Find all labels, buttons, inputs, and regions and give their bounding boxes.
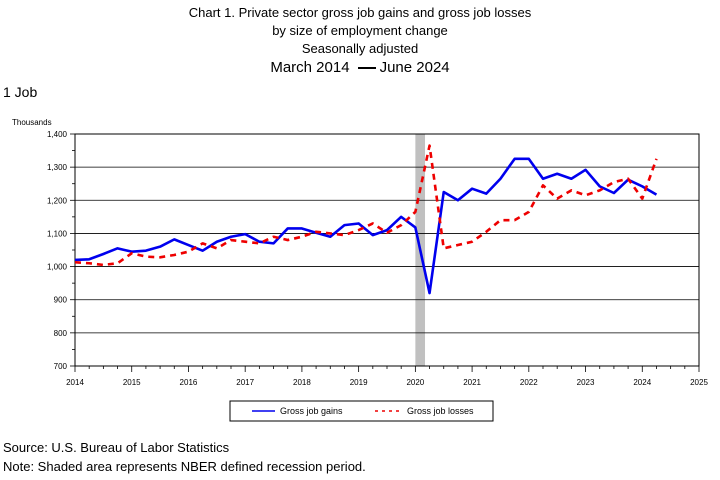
legend-label-losses: Gross job losses xyxy=(407,406,474,416)
y-tick-label: 1,100 xyxy=(47,229,68,238)
plot-frame xyxy=(74,133,700,367)
x-tick-label: 2020 xyxy=(406,378,424,387)
source-note: Source: U.S. Bureau of Labor Statistics xyxy=(3,440,230,455)
chart-date-range: March 2014 June 2024 xyxy=(0,59,720,76)
dash-symbol xyxy=(357,67,376,70)
x-tick-label: 2021 xyxy=(463,378,481,387)
x-tick-label: 2022 xyxy=(520,378,538,387)
y-tick-label: 800 xyxy=(54,329,68,338)
x-tick-label: 2018 xyxy=(293,378,311,387)
chart-title-line-3: Seasonally adjusted xyxy=(301,41,419,56)
y-tick-label: 1,300 xyxy=(47,163,68,172)
x-tick-label: 2019 xyxy=(350,378,368,387)
x-tick-label: 2016 xyxy=(180,378,198,387)
series-line-losses xyxy=(74,144,658,267)
y-tick-label: 1,000 xyxy=(47,263,68,272)
y-tick-label: 700 xyxy=(54,362,68,371)
x-tick-label: 2017 xyxy=(236,378,254,387)
x-tick-label: 2023 xyxy=(577,378,595,387)
recession-note: Note: Shaded area represents NBER define… xyxy=(3,459,366,474)
y-axis-title: Thousands xyxy=(12,118,52,127)
chart-title-line-1: Chart 1. Private sector gross job gains … xyxy=(188,5,532,20)
x-tick-label: 2014 xyxy=(66,378,84,387)
y-tick-label: 1,400 xyxy=(47,130,68,139)
x-tick-label: 2025 xyxy=(690,378,708,387)
y-tick-label: 1,200 xyxy=(47,196,68,205)
legend-box xyxy=(229,400,494,422)
chart-subtitle: 1 Job xyxy=(3,84,38,100)
legend-label-gains: Gross job gains xyxy=(280,406,343,416)
y-tick-label: 900 xyxy=(54,296,68,305)
chart-title-line-2: by size of employment change xyxy=(272,23,448,38)
x-tick-label: 2024 xyxy=(633,378,651,387)
x-tick-label: 2015 xyxy=(123,378,141,387)
series-line-gains xyxy=(74,157,658,295)
date-range-end: June 2024 xyxy=(379,59,450,76)
date-range-start: March 2014 xyxy=(270,59,350,76)
